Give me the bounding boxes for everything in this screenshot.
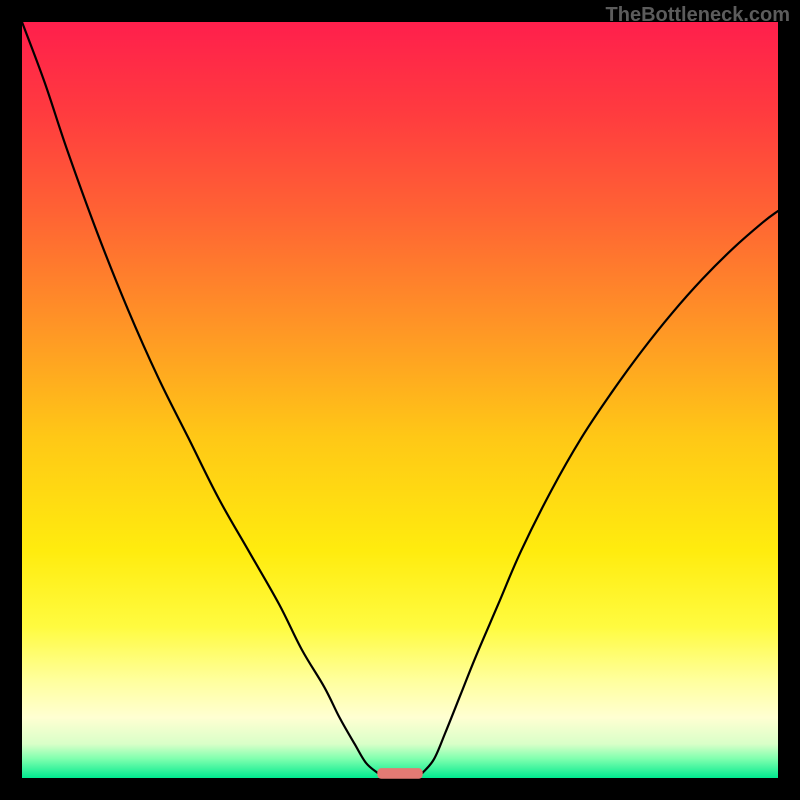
chart-background bbox=[22, 22, 778, 778]
chart-svg bbox=[0, 0, 800, 800]
bottleneck-chart: TheBottleneck.com bbox=[0, 0, 800, 800]
optimal-range-marker bbox=[377, 768, 422, 779]
